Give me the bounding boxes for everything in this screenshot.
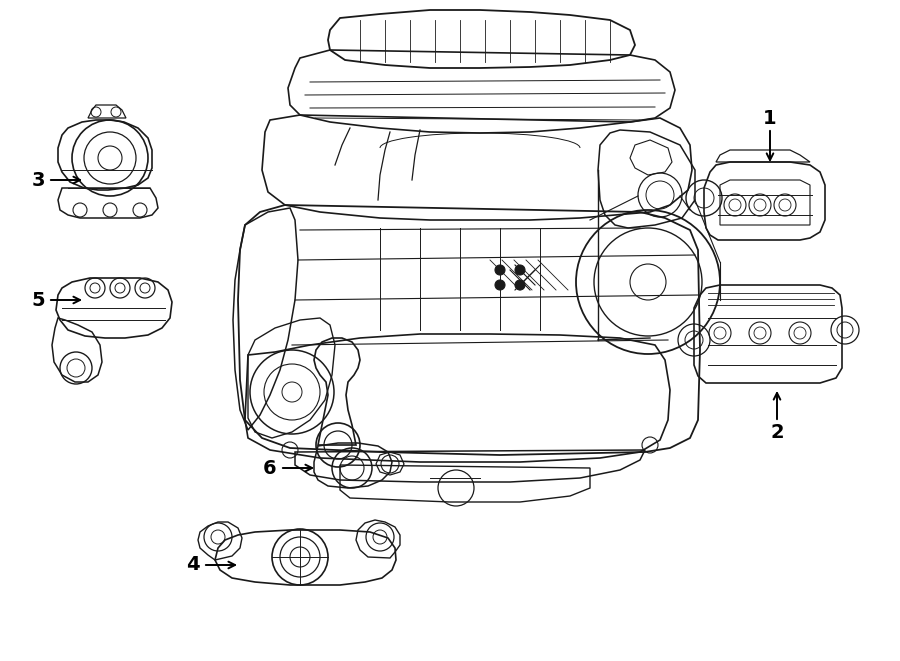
- Circle shape: [515, 280, 525, 290]
- Text: 2: 2: [770, 422, 784, 442]
- Circle shape: [495, 265, 505, 275]
- Text: 6: 6: [263, 459, 277, 477]
- Circle shape: [495, 280, 505, 290]
- Circle shape: [515, 265, 525, 275]
- Text: 4: 4: [186, 555, 200, 574]
- Text: 3: 3: [32, 171, 45, 190]
- Text: 5: 5: [32, 290, 45, 309]
- Text: 1: 1: [763, 108, 777, 128]
